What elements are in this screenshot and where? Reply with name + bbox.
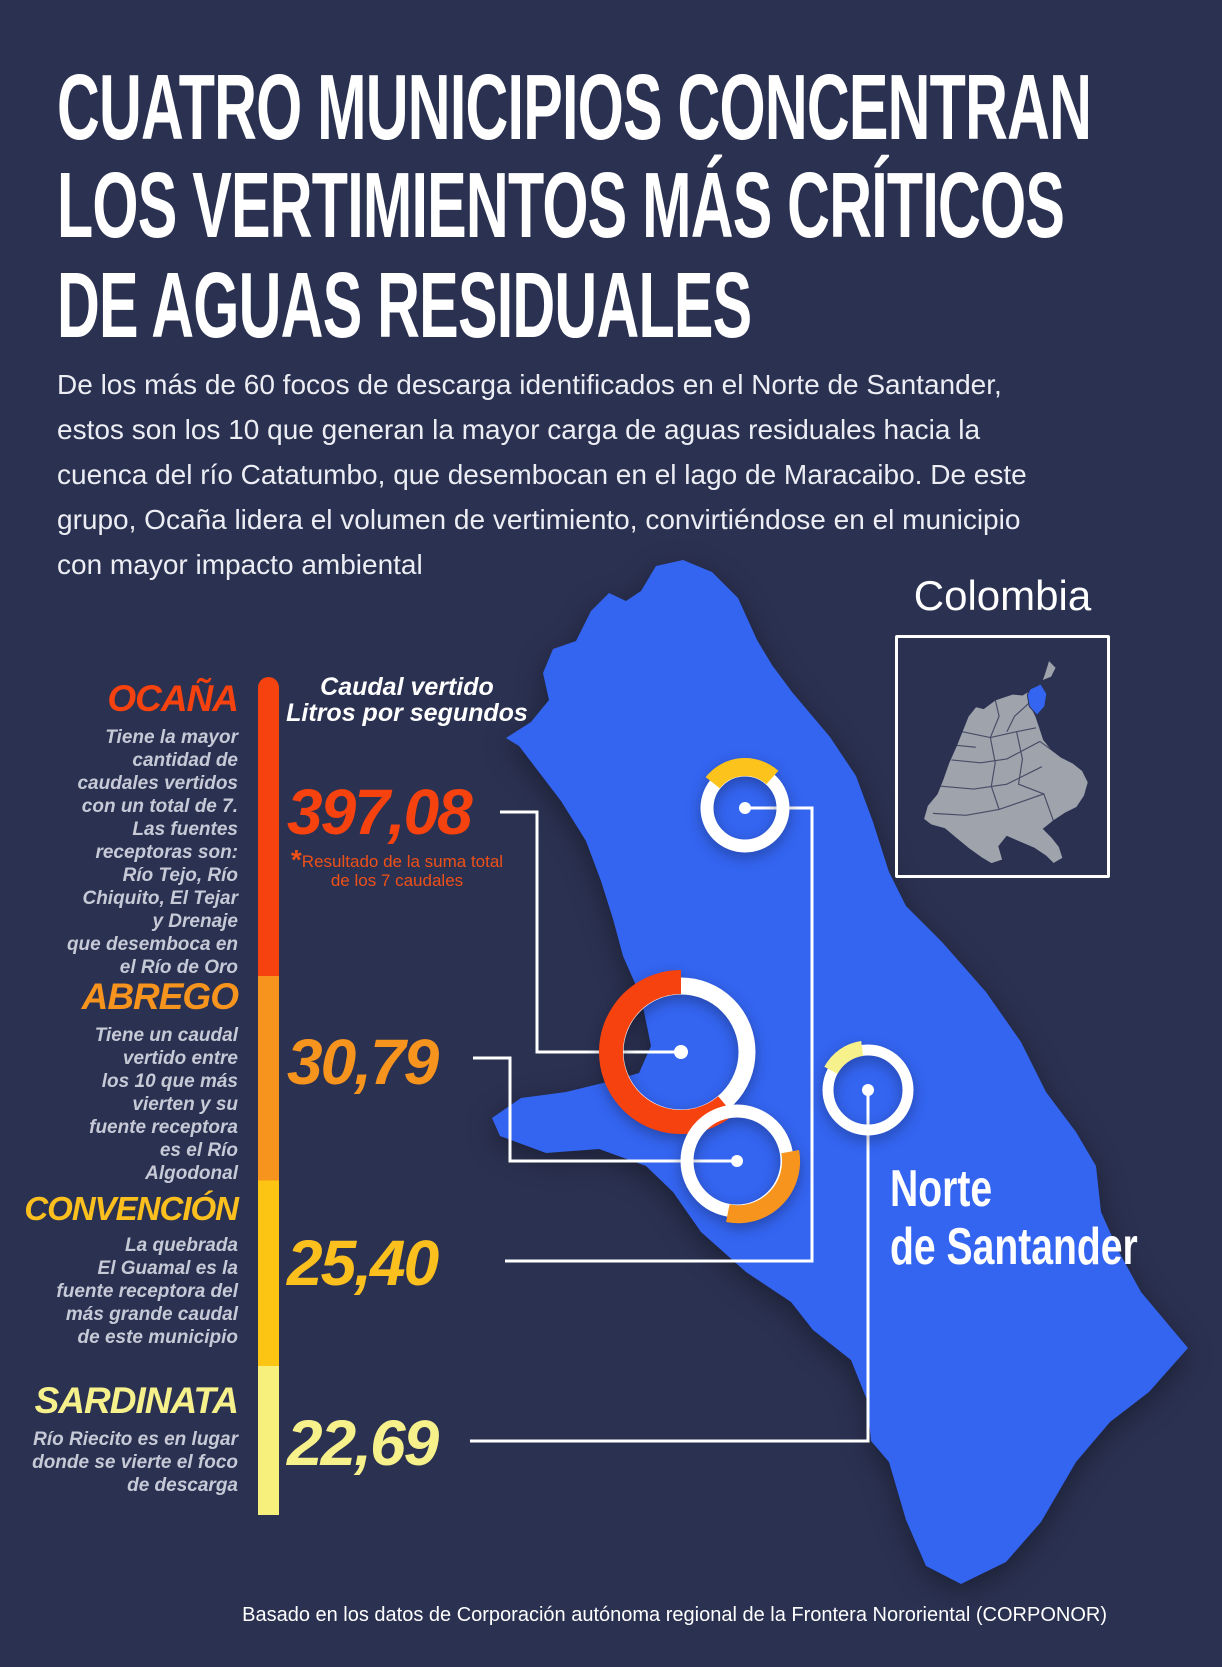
- municipality-desc-ocana: Tiene la mayor cantidad de caudales vert…: [66, 727, 238, 978]
- donut-sardinata: [822, 1040, 914, 1136]
- donut-abrego: [680, 1104, 801, 1224]
- municipality-block-ocana: OCAÑA Tiene la mayor cantidad de caudale…: [20, 678, 239, 979]
- donut-center-dots: [674, 802, 874, 1167]
- municipality-name-sardinata: SARDINATA: [34, 1380, 239, 1421]
- colombia-inset-box: [895, 635, 1110, 878]
- norte-de-santander-highlight: [1026, 683, 1048, 716]
- municipality-name-abrego: ABREGO: [81, 976, 239, 1017]
- footnote-text: Resultado de la suma total de los 7 caud…: [301, 852, 504, 890]
- value-sardinata: 22,69: [287, 1407, 439, 1479]
- inset-title: Colombia: [913, 572, 1092, 619]
- legend-heading: Caudal vertido Litros por segundos: [286, 673, 528, 727]
- region-label-line-1: Norte: [890, 1159, 993, 1218]
- leader-sardinata: [470, 1090, 870, 1443]
- rank-color-bar: [258, 677, 279, 1515]
- title-line-3: DE AGUAS RESIDUALES: [57, 254, 752, 358]
- donut-convencion: [700, 757, 790, 853]
- municipality-desc-abrego: Tiene un caudal vertido entre los 10 que…: [89, 1025, 238, 1184]
- value-ocana: 397,08: [287, 776, 473, 848]
- municipality-desc-sardinata: Río Riecito es en lugar donde se vierte …: [32, 1429, 238, 1496]
- municipality-block-sardinata: SARDINATA Río Riecito es en lugar donde …: [20, 1380, 239, 1497]
- intro-paragraph: De los más de 60 focos de descarga ident…: [57, 369, 1027, 580]
- municipality-name-ocana: OCAÑA: [107, 678, 239, 719]
- colombia-country-shape: [922, 658, 1090, 865]
- colombia-inset-map: [922, 658, 1090, 865]
- leader-abrego: [473, 1056, 737, 1163]
- municipality-block-convencion: CONVENCIÓN La quebrada El Guamal es la f…: [20, 1190, 239, 1349]
- title-line-2: LOS VERTIMIENTOS MÁS CRÍTICOS: [57, 154, 1065, 258]
- municipality-name-convencion: CONVENCIÓN: [24, 1190, 239, 1227]
- donut-ocana: [598, 970, 756, 1134]
- title-line-1: CUATRO MUNICIPIOS CONCENTRAN: [57, 56, 1092, 160]
- footer-credit: Basado en los datos de Corporación autón…: [242, 1604, 1107, 1626]
- municipality-desc-convencion: La quebrada El Guamal es la fuente recep…: [56, 1235, 238, 1348]
- footnote-asterisk: *: [290, 844, 302, 875]
- value-abrego: 30,79: [287, 1026, 439, 1098]
- norte-de-santander-map-shape: [492, 560, 1188, 1584]
- value-convencion: 25,40: [287, 1227, 439, 1299]
- municipality-block-abrego: ABREGO Tiene un caudal vertido entre los…: [20, 976, 239, 1185]
- value-footnote: *Resultado de la suma total de los 7 cau…: [282, 846, 512, 891]
- department-borders: [932, 696, 1062, 822]
- region-label-line-2: de Santander: [890, 1217, 1138, 1276]
